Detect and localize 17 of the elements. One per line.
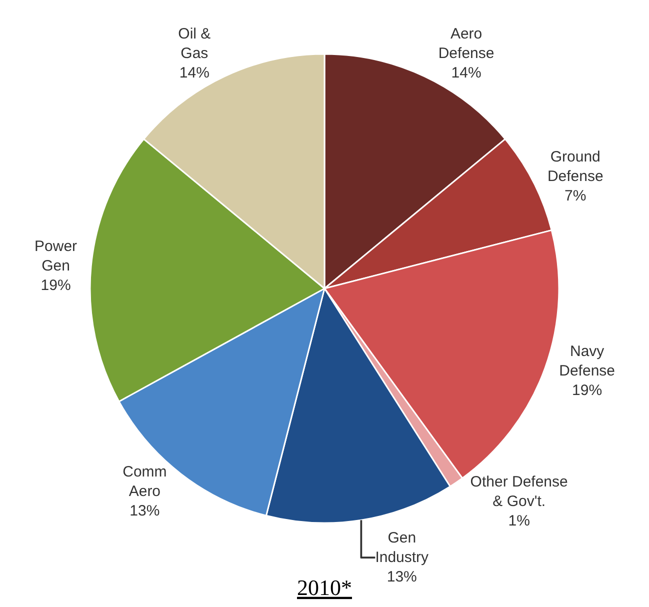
slice-label: Gen Industry bbox=[375, 530, 430, 566]
data-label: 13% bbox=[130, 502, 160, 520]
slice-label: Oil & Gas bbox=[178, 25, 211, 62]
slice-label: Comm Aero bbox=[122, 463, 167, 500]
slice-label: Other Defense & Gov't. bbox=[470, 474, 568, 510]
data-label: 19% bbox=[572, 382, 602, 400]
slice-label: Navy Defense bbox=[559, 343, 616, 380]
data-label: 13% bbox=[386, 568, 417, 586]
data-label: 19% bbox=[40, 277, 71, 294]
slice-label: Aero Defense bbox=[438, 25, 494, 62]
data-label: 14% bbox=[179, 64, 210, 82]
slice-label: Power Gen bbox=[34, 238, 78, 275]
data-label: 7% bbox=[564, 187, 586, 204]
text: 2010* bbox=[297, 574, 352, 600]
slice-label: Ground Defense bbox=[547, 148, 604, 185]
data-label: 14% bbox=[451, 64, 482, 82]
data-label: 1% bbox=[508, 512, 530, 530]
